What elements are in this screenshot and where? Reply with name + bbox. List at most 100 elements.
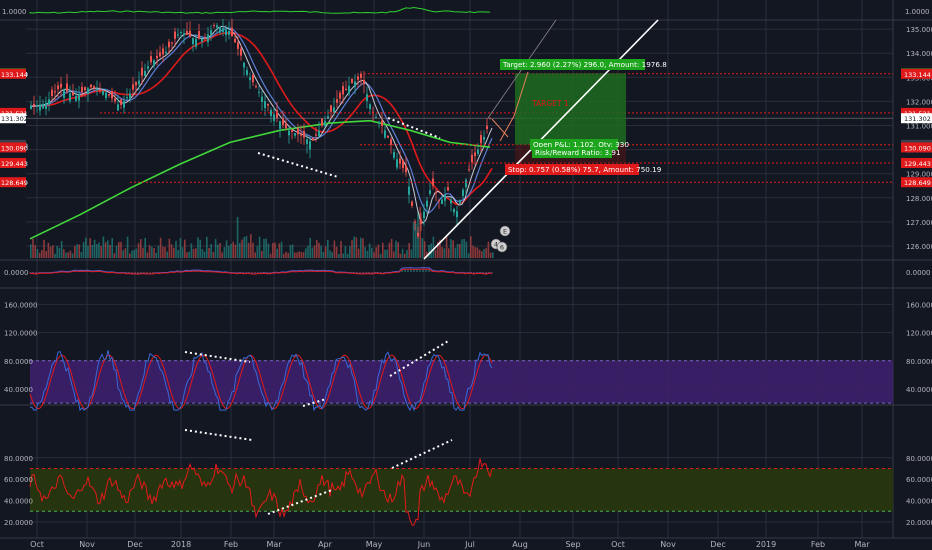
volume-bar [415,223,417,258]
volume-bar [316,239,318,258]
volume-bar [144,237,146,258]
stoch-band-fill [30,360,893,404]
volume-bar [467,253,470,258]
stoch-tick: 120.0000 [906,330,932,338]
volume-bar [335,246,338,258]
candle-body [483,136,485,140]
time-label: Dec [710,540,725,549]
target-label: Target: 2.960 (2.27%) 296.0, Amount: 197… [502,60,667,69]
volume-bar [377,244,380,258]
volume-bar [104,242,107,258]
volume-bar [412,222,415,258]
price-label-right-bg [901,107,932,118]
time-label: Nov [660,540,676,549]
volume-bar [368,243,371,258]
price-label-left-bg [0,107,26,118]
volume-bar [177,249,179,258]
volume-bar [357,248,360,258]
candle-body [252,74,254,83]
candle-body [69,93,71,101]
time-label: Feb [811,540,825,549]
projection-arrow [491,118,509,138]
candle-body [465,179,467,188]
divergence-dots [184,351,251,363]
stoch-tick-left: 160.0000 [4,301,37,309]
volume-bar [179,238,182,258]
candle-body [258,91,260,93]
volume-bar [60,241,63,258]
open-pl-label: Open P&L: 1.102, Qty: 330 [533,140,629,149]
volume-bar [175,240,177,258]
candle-body [474,152,476,156]
candle-body [384,130,386,138]
candle-body [87,88,89,94]
top-strip-line [29,6,491,14]
candle-body [438,200,440,202]
stoch-k-line [29,350,493,412]
volume-bar [206,236,208,258]
candle-body [342,86,344,95]
stochastic-pane[interactable] [29,339,893,412]
price-tick: 128.000 [906,195,932,203]
volume-bar [395,240,397,258]
volume-bar [170,244,173,258]
time-label: May [366,540,383,549]
divergence-dots [391,439,453,469]
event-marker [499,225,511,237]
volume-bar [410,249,413,258]
rsi-tick-left: 80.0000 [4,455,33,463]
candle-body [414,221,416,223]
price-label-right-bg [901,142,932,153]
volume-bar [93,239,96,258]
price-pane[interactable]: Target: 2.960 (2.27%) 296.0, Amount: 197… [26,18,893,260]
volume-bar [65,252,67,258]
candle-body [66,83,68,92]
divergence-dots [267,489,333,515]
volume-bar [155,252,157,258]
candle-body [42,104,44,109]
divergence-dots [389,339,451,377]
candle-body [78,94,80,101]
volume-bar [71,253,74,258]
volume-bar [472,245,474,258]
volume-bar [346,253,349,258]
candle-body [264,101,266,108]
macd-pane[interactable] [29,267,493,275]
volume-bar [313,245,316,258]
rsi-pane[interactable] [29,429,893,526]
volume-bar [89,238,91,258]
candle-body [201,38,203,42]
top-strip-pane[interactable] [29,6,491,14]
candle-body [39,104,41,111]
candle-body [33,103,35,106]
volume-bar [47,242,50,258]
volume-bar [34,245,36,258]
volume-bar [142,247,144,258]
divergence-dots [257,152,339,178]
candle-body [291,130,293,132]
time-label: Sep [565,540,580,549]
candle-body [351,79,353,84]
candle-body [237,42,239,49]
candle-body [456,211,458,218]
volume-bar [324,246,327,258]
candle-body [405,165,407,173]
candle-body [30,106,32,109]
time-label: Feb [224,540,238,549]
volume-bar [428,244,430,258]
candle-body [108,94,110,96]
candle-body [204,38,206,39]
candle-body [48,99,50,105]
volume-bar [298,251,300,258]
candle-body [354,81,356,88]
volume-bar [157,245,160,258]
candle-body [348,85,350,94]
candle-body [120,99,122,105]
volume-bar [452,240,454,258]
volume-bar [120,241,122,258]
rsi-tick-left: 20.0000 [4,519,33,527]
candle-body [228,31,230,35]
volume-bar [197,237,199,258]
volume-bar [41,249,43,258]
